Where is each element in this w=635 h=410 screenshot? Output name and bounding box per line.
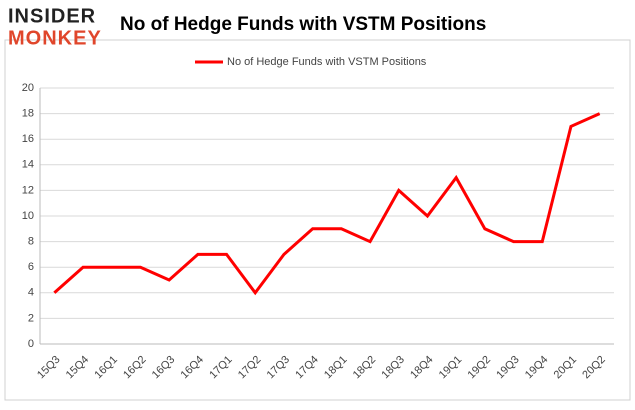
x-tick-label: 19Q3 [494,354,522,382]
x-tick-label: 18Q3 [379,354,407,382]
x-tick-label: 18Q1 [322,354,350,382]
x-tick-label: 18Q2 [351,354,379,382]
legend-label: No of Hedge Funds with VSTM Positions [227,56,427,68]
x-tick-label: 17Q4 [293,354,321,382]
x-tick-label: 18Q4 [408,354,436,382]
logo-top: INSIDER [8,5,96,27]
chart-title: No of Hedge Funds with VSTM Positions [120,14,486,35]
y-tick-label: 0 [28,338,34,350]
chart-border [4,39,631,401]
y-tick-label: 4 [28,287,34,299]
y-tick-label: 2 [28,312,34,324]
y-tick-label: 14 [22,159,34,171]
x-tick-label: 15Q4 [64,354,92,382]
x-tick-label: 16Q4 [179,354,207,382]
logo-bottom: MONKEY [8,27,102,49]
x-tick-label: 20Q1 [552,354,580,382]
y-tick-label: 12 [22,184,34,196]
x-tick-label: 17Q1 [207,354,235,382]
y-tick-label: 16 [22,133,34,145]
x-tick-label: 19Q4 [523,354,551,382]
y-tick-label: 8 [28,236,34,248]
x-tick-label: 19Q2 [466,354,494,382]
data-line [53,112,601,296]
y-tick-label: 10 [22,210,34,222]
x-tick-label: 16Q1 [92,354,120,382]
x-tick-label: 19Q1 [437,354,465,382]
x-tick-label: 15Q3 [35,354,63,382]
y-tick-label: 18 [22,108,34,120]
x-tick-label: 20Q2 [580,354,608,382]
y-tick-label: 6 [28,261,34,273]
x-tick-label: 17Q2 [236,354,264,382]
x-tick-label: 17Q3 [265,354,293,382]
x-tick-label: 16Q3 [150,354,178,382]
y-tick-label: 20 [22,82,34,94]
x-tick-label: 16Q2 [121,354,149,382]
